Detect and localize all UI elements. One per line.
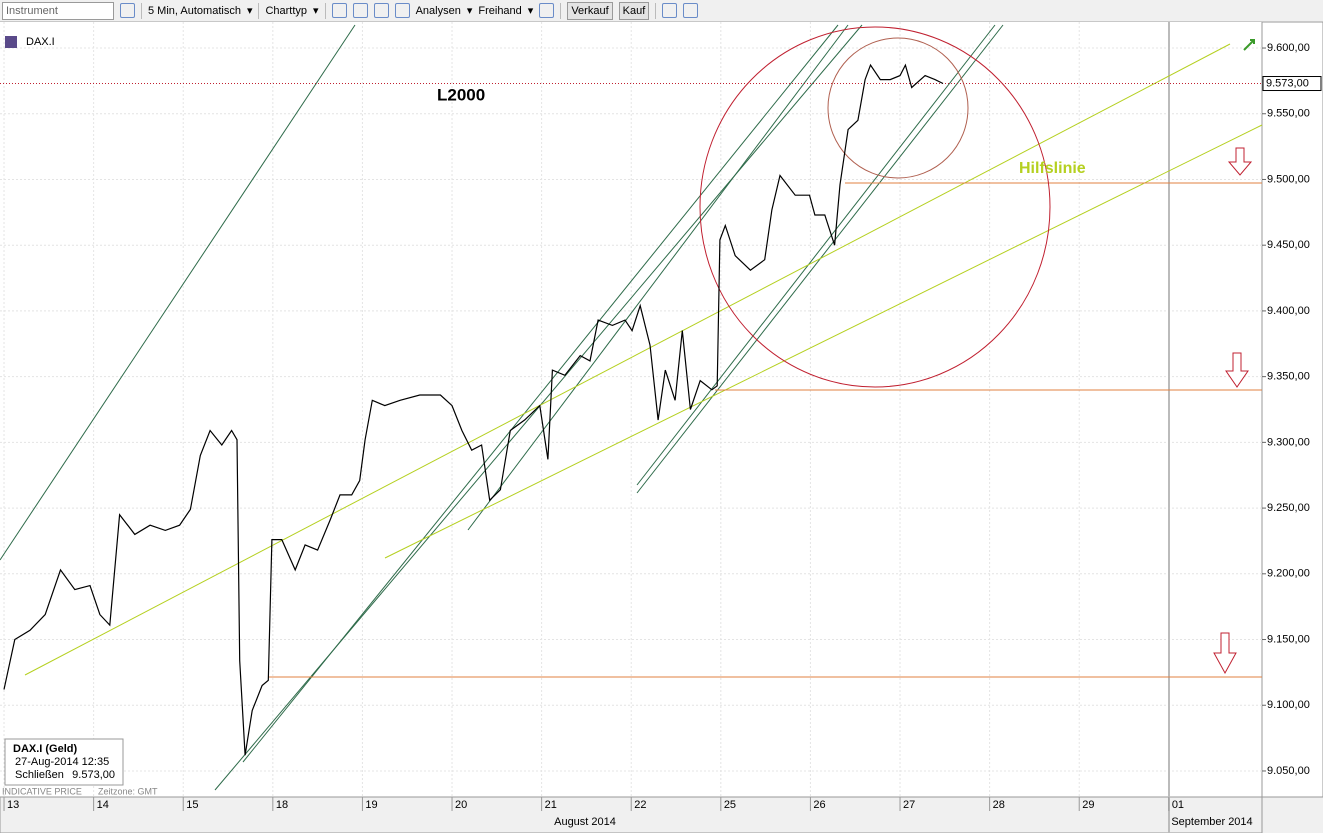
trendline	[242, 24, 839, 763]
x-tick-label: 26	[813, 799, 825, 811]
y-tick-label: 9.050,00	[1267, 765, 1310, 777]
trend-icon	[1243, 39, 1255, 51]
timezone-note: Zeitzone: GMT	[98, 786, 158, 796]
eraser[interactable]	[539, 3, 555, 18]
info-date: 27-Aug-2014 12:35	[15, 756, 109, 768]
x-tick-label: 13	[7, 799, 19, 811]
analysen-menu[interactable]: Analysen	[415, 4, 461, 17]
price-line	[3, 63, 944, 756]
x-tick-label: 20	[455, 799, 467, 811]
trendline	[636, 24, 996, 486]
annotation: L2000	[437, 85, 485, 104]
symbol-label: DAX.I	[26, 36, 55, 48]
y-tick-label: 9.600,00	[1267, 42, 1310, 54]
toolbar: Instrument 5 Min, Automatisch ▾ Charttyp ▾…	[0, 0, 1323, 22]
down-arrow	[1227, 147, 1253, 176]
circle-marker	[827, 37, 969, 179]
separator	[324, 2, 326, 19]
x-tick-label: 18	[276, 799, 288, 811]
info-box	[4, 738, 124, 786]
trendline	[467, 24, 849, 531]
grid	[0, 22, 1262, 797]
support-line	[384, 124, 1263, 559]
x-tick-label: 01	[1172, 799, 1184, 811]
x-tick-label: 29	[1082, 799, 1094, 811]
y-tick-label: 9.400,00	[1267, 305, 1310, 317]
trendline	[0, 24, 356, 561]
separator	[141, 2, 142, 19]
y-tick-label: 9.450,00	[1267, 239, 1310, 251]
x-tick-label: 25	[724, 799, 736, 811]
buy-button[interactable]: Kauf	[618, 1, 650, 20]
separator	[560, 2, 562, 19]
last-price-label: 9.573,00	[1266, 77, 1309, 89]
print-icon[interactable]	[683, 3, 699, 18]
instrument-input[interactable]: Instrument	[2, 1, 114, 20]
tool-icon[interactable]	[120, 3, 135, 18]
x-tick-label: 28	[993, 799, 1005, 811]
y-tick-label: 9.350,00	[1267, 371, 1310, 383]
charttype-menu[interactable]: Charttyp	[265, 4, 308, 17]
freihand-menu[interactable]: Freihand	[478, 4, 522, 17]
x-tick-label: 22	[634, 799, 646, 811]
month-label: September 2014	[1171, 816, 1252, 828]
interval-menu[interactable]: 5 Min, Automatisch	[148, 4, 241, 17]
down-arrow	[1225, 352, 1249, 388]
info-close-label: Schließen	[15, 769, 64, 781]
x-tick-label: 14	[97, 799, 109, 811]
chart: DAX.I L2000 Hilfslinie DAX.I (Geld) 27-A…	[0, 22, 1323, 833]
separator	[258, 2, 260, 19]
drawings	[0, 24, 1263, 791]
support-line	[24, 43, 1231, 676]
y-axis-panel	[1261, 22, 1323, 798]
x-tick-label: 27	[903, 799, 915, 811]
pan[interactable]	[373, 3, 389, 18]
x-tick-label: 21	[545, 799, 557, 811]
info-close-value: 9.573,00	[72, 769, 115, 781]
zoom-out[interactable]	[352, 3, 368, 18]
y-tick-label: 9.200,00	[1267, 568, 1310, 580]
indicative-note: INDICATIVE PRICE	[2, 786, 82, 796]
x-tick-label: 19	[365, 799, 377, 811]
annotation: Hilfslinie	[1019, 160, 1086, 177]
y-tick-label: 9.250,00	[1267, 502, 1310, 514]
chart-icon[interactable]	[662, 3, 678, 18]
info-title: DAX.I (Geld)	[13, 743, 78, 755]
x-tick-label: 15	[186, 799, 198, 811]
last-price-box	[1262, 76, 1322, 92]
y-tick-label: 9.550,00	[1267, 108, 1310, 120]
y-tick-label: 9.500,00	[1267, 173, 1310, 185]
y-tick-label: 9.100,00	[1267, 699, 1310, 711]
symbol-icon	[5, 36, 17, 48]
circle-marker	[699, 26, 1051, 388]
month-label: August 2014	[554, 816, 616, 828]
separator	[655, 2, 657, 19]
y-tick-label: 9.300,00	[1267, 436, 1310, 448]
reset[interactable]	[394, 3, 410, 18]
zoom-in[interactable]	[331, 3, 347, 18]
sell-button[interactable]: Verkauf	[567, 1, 613, 20]
y-tick-label: 9.150,00	[1267, 633, 1310, 645]
down-arrow	[1213, 632, 1237, 675]
